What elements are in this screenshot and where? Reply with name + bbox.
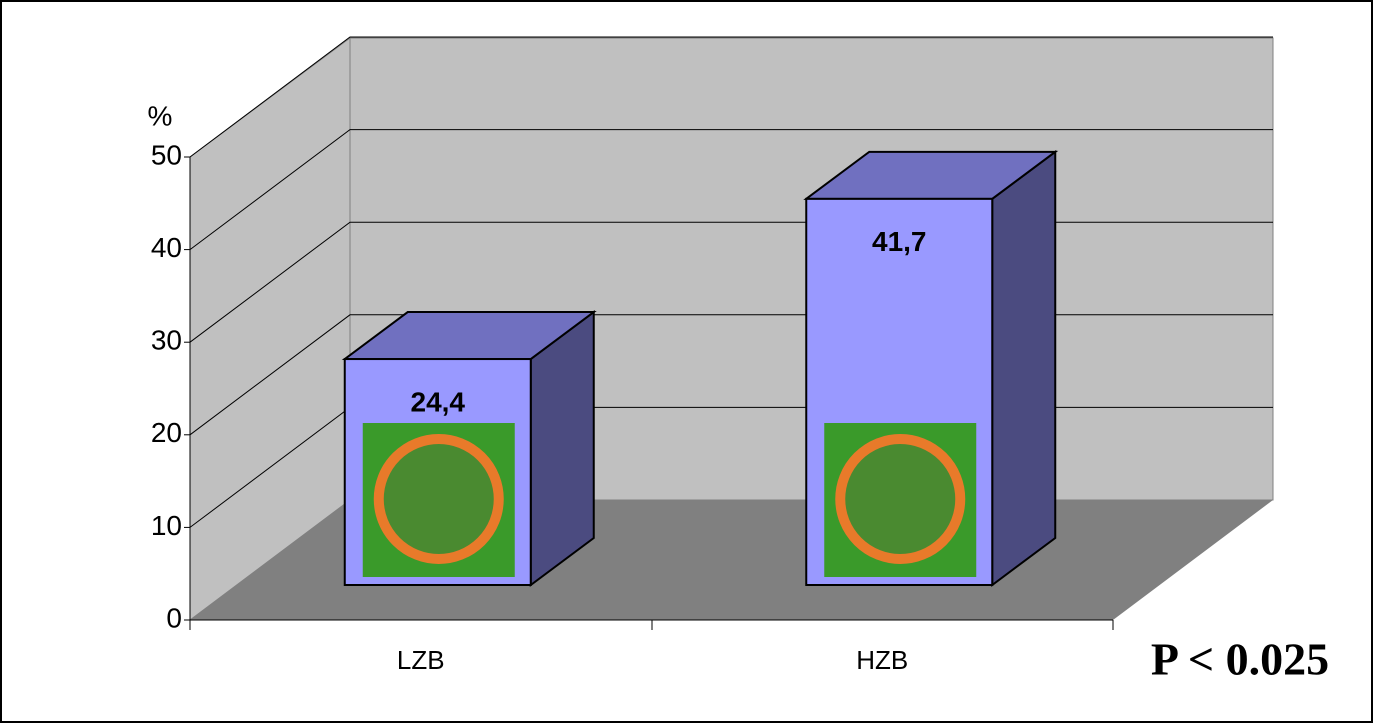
y-axis-label: % <box>148 100 173 131</box>
y-tick-label: 0 <box>166 602 182 633</box>
x-tick-label: LZB <box>397 645 445 675</box>
bars: 24,4 41,7 <box>341 149 1059 587</box>
y-tick-label: 40 <box>151 232 182 263</box>
y-tick-label: 10 <box>151 510 182 541</box>
oocyte-image <box>373 434 504 564</box>
y-tick-label: 30 <box>151 325 182 356</box>
grid-line <box>189 129 1273 251</box>
grid-line <box>189 36 1273 158</box>
oocyte-image <box>835 434 966 564</box>
x-tick-label: HZB <box>856 645 908 675</box>
bar-side <box>991 149 1057 587</box>
annotation: P < 0.025 <box>1151 634 1329 685</box>
value-label: 41,7 <box>872 226 927 257</box>
y-tick-label: 20 <box>151 417 182 448</box>
y-tick-label: 50 <box>151 139 182 170</box>
value-label: 24,4 <box>411 386 466 417</box>
